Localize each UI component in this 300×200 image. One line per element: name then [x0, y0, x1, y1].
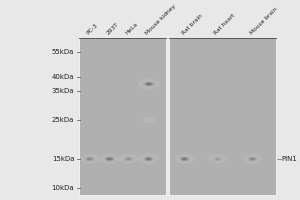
Text: 25kDa: 25kDa — [52, 117, 74, 123]
Text: 15kDa: 15kDa — [52, 156, 74, 162]
Text: Rat heart: Rat heart — [213, 13, 236, 36]
Text: Mouse brain: Mouse brain — [249, 7, 278, 36]
Text: 40kDa: 40kDa — [52, 74, 74, 80]
Text: HeLa: HeLa — [125, 22, 139, 36]
Text: Mouse kidney: Mouse kidney — [145, 4, 177, 36]
Text: Rat brain: Rat brain — [181, 14, 204, 36]
Text: 10kDa: 10kDa — [52, 185, 74, 191]
Text: PIN1: PIN1 — [282, 156, 298, 162]
FancyBboxPatch shape — [79, 38, 166, 195]
Text: 35kDa: 35kDa — [52, 88, 74, 94]
Text: 293T: 293T — [106, 22, 120, 36]
Text: 55kDa: 55kDa — [52, 49, 74, 55]
FancyBboxPatch shape — [169, 38, 276, 195]
Text: PC-3: PC-3 — [85, 23, 99, 36]
